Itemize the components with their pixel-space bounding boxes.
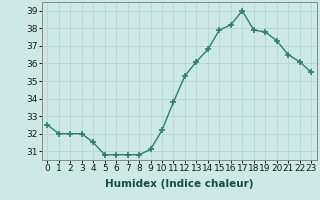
X-axis label: Humidex (Indice chaleur): Humidex (Indice chaleur)	[105, 179, 253, 189]
